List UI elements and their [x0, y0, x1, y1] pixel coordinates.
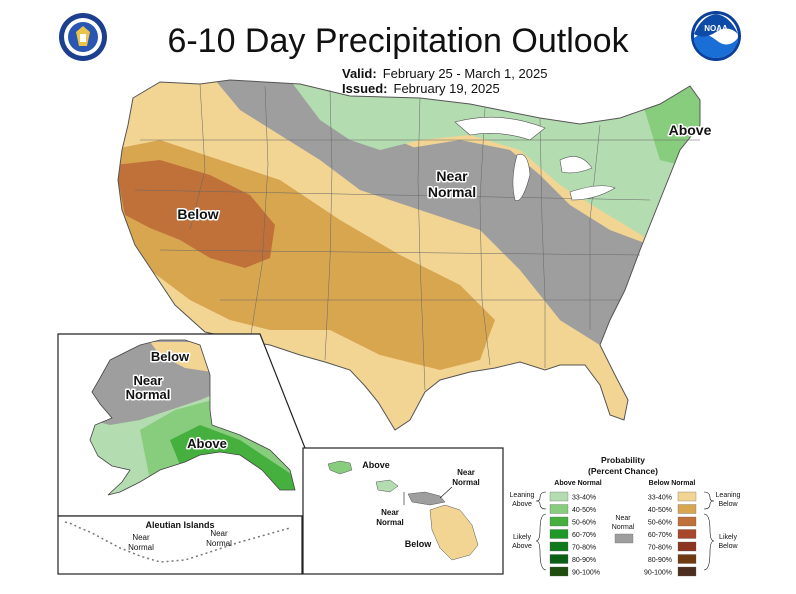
- legend-below-swatch: [677, 491, 697, 502]
- legend-above-label: 40-50%: [572, 507, 596, 514]
- legend-below-label: 60-70%: [648, 532, 672, 539]
- legend-likely-above-1: Likely: [513, 534, 531, 541]
- valid-line: Valid: February 25 - March 1, 2025: [342, 66, 547, 81]
- legend: Probability (Percent Chance) Above Norma…: [510, 455, 741, 577]
- state-boundaries: [134, 83, 700, 391]
- label-conus-near: Near: [436, 168, 468, 184]
- issued-label: Issued:: [342, 81, 388, 96]
- noaa-logo-text: NOAA: [704, 24, 728, 33]
- legend-below-label: 50-60%: [648, 520, 672, 527]
- below-50-60-region: [118, 160, 275, 268]
- legend-below-swatch: [677, 504, 697, 514]
- legend-above-rows: 33-40% 40-50% 50-60% 60-70% 70-80% 80-90% 90-1…: [549, 491, 600, 577]
- label-hi-normal-1: Normal: [452, 478, 480, 487]
- legend-likely-below-2: Below: [718, 543, 738, 550]
- label-ak-normal: Normal: [126, 387, 171, 402]
- great-lakes: [454, 116, 546, 141]
- label-ak-above: Above: [187, 436, 227, 451]
- legend-near-2: Normal: [612, 524, 635, 531]
- label-hi-near-1: Near: [457, 468, 475, 477]
- valid-label: Valid:: [342, 66, 377, 81]
- legend-above-label: 70-80%: [572, 545, 596, 552]
- noaa-logo: NOAA: [691, 11, 741, 61]
- label-aleutian-normal-2: Normal: [206, 539, 232, 548]
- legend-above-label: 80-90%: [572, 557, 596, 564]
- legend-subtitle: (Percent Chance): [588, 466, 658, 476]
- legend-above-swatch: [549, 504, 569, 514]
- aleutian-title: Aleutian Islands: [145, 520, 214, 530]
- label-conus-normal: Normal: [428, 184, 476, 200]
- page-title: 6-10 Day Precipitation Outlook: [167, 22, 629, 60]
- legend-above-header: Above Normal: [554, 480, 602, 487]
- valid-dates: February 25 - March 1, 2025: [382, 66, 548, 81]
- legend-below-label: 80-90%: [648, 557, 672, 564]
- legend-above-label: 50-60%: [572, 520, 596, 527]
- legend-above-label: 90-100%: [572, 570, 600, 577]
- legend-above-label: 33-40%: [572, 495, 596, 502]
- legend-leaning-above-2: Above: [512, 501, 532, 508]
- legend-above-swatch: [549, 516, 569, 527]
- alaska-inset: Below Near Normal Above: [57, 333, 306, 517]
- label-hi-near-2: Near: [381, 508, 399, 517]
- legend-below-swatch: [677, 541, 697, 552]
- label-hi-normal-2: Normal: [376, 518, 404, 527]
- label-hi-below: Below: [405, 539, 433, 549]
- legend-above-swatch: [549, 554, 569, 564]
- legend-above-swatch: [549, 529, 569, 539]
- legend-below-rows: 33-40% 40-50% 50-60% 60-70% 70-80% 80-90% 90-1…: [644, 491, 697, 577]
- issued-date: February 19, 2025: [393, 81, 500, 96]
- legend-below-header: Below Normal: [649, 480, 696, 487]
- legend-likely-below-1: Likely: [719, 534, 737, 541]
- legend-above-swatch: [549, 566, 569, 577]
- label-hi-above: Above: [362, 460, 390, 470]
- legend-below-label: 40-50%: [648, 507, 672, 514]
- legend-below-swatch: [677, 516, 697, 527]
- label-ak-below: Below: [151, 349, 190, 364]
- legend-likely-above-2: Above: [512, 543, 532, 550]
- legend-below-swatch: [677, 529, 697, 539]
- aleutian-inset: Aleutian Islands Near Normal Near Normal: [57, 515, 303, 575]
- legend-leaning-below-2: Below: [718, 501, 738, 508]
- legend-below-swatch: [677, 566, 697, 577]
- legend-below-label: 70-80%: [648, 545, 672, 552]
- legend-leaning-below-1: Leaning: [716, 492, 741, 499]
- label-ak-near: Near: [134, 373, 163, 388]
- label-aleutian-normal-1: Normal: [128, 543, 154, 552]
- legend-above-swatch: [549, 541, 569, 552]
- legend-above-swatch: [549, 491, 569, 502]
- legend-leaning-above-1: Leaning: [510, 492, 535, 499]
- legend-below-swatch: [677, 554, 697, 564]
- hawaii-inset: Above Near Normal Near Normal Below: [302, 447, 504, 575]
- label-conus-below: Below: [177, 206, 218, 222]
- legend-below-label: 90-100%: [644, 570, 672, 577]
- legend-above-label: 60-70%: [572, 532, 596, 539]
- legend-near-1: Near: [615, 515, 631, 522]
- label-aleutian-near-1: Near: [132, 533, 150, 542]
- issued-line: Issued: February 19, 2025: [342, 81, 500, 96]
- legend-below-label: 33-40%: [648, 495, 672, 502]
- leaning-above-region: [290, 80, 700, 250]
- label-aleutian-near-2: Near: [210, 529, 228, 538]
- label-conus-above: Above: [669, 122, 712, 138]
- legend-near-swatch: [614, 533, 634, 544]
- legend-title: Probability: [601, 455, 645, 465]
- commerce-seal-logo: [59, 13, 107, 61]
